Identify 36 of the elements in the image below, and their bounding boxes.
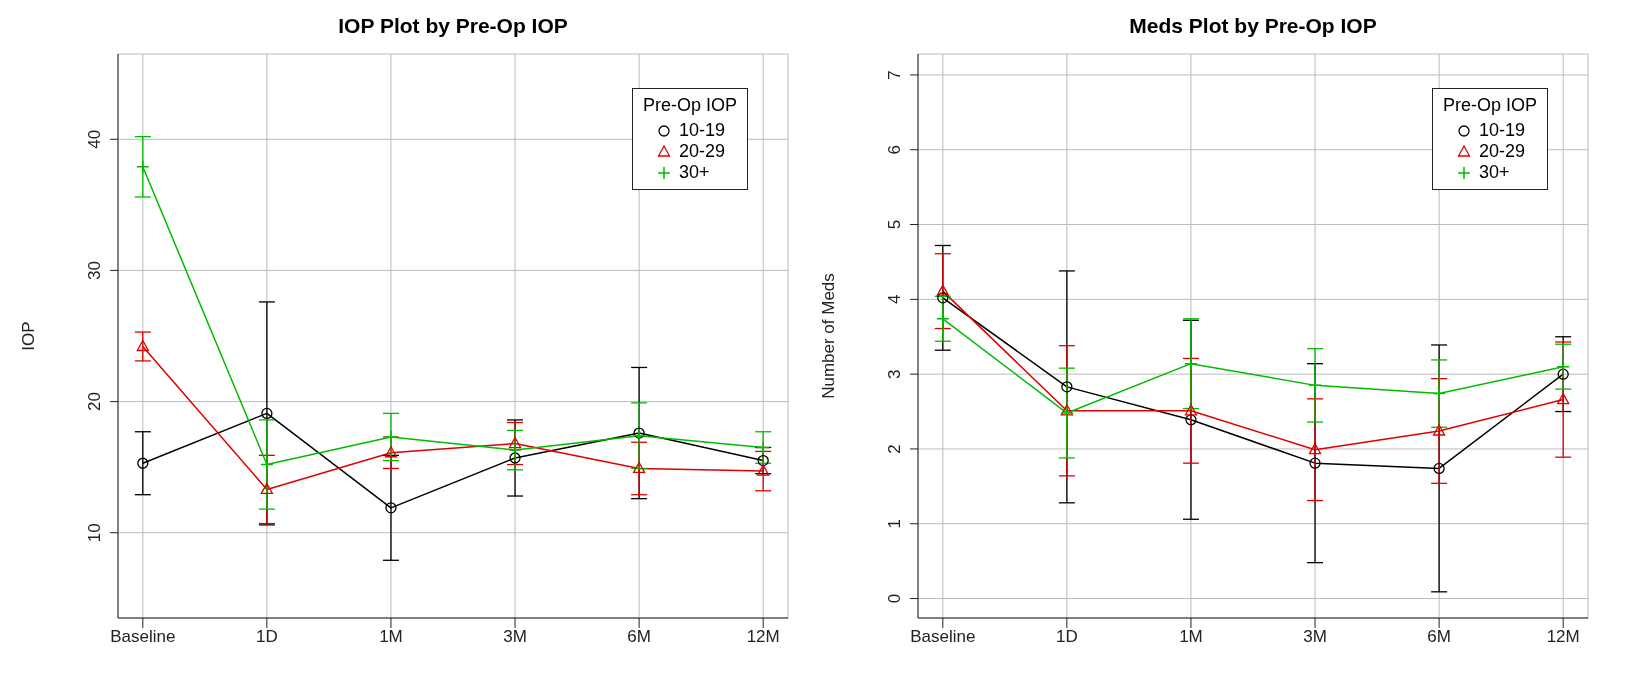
legend-label: 30+ [1478,162,1510,183]
y-tick-label: 6 [885,145,904,155]
y-tick-label: 3 [885,369,904,379]
legend-label: 30+ [678,162,710,183]
legend-label: 10-19 [1478,120,1526,141]
y-tick-label: 30 [85,260,104,280]
x-tick-label: Baseline [110,627,176,647]
y-tick-label: 4 [885,294,904,305]
legend-label: 10-19 [678,120,726,141]
x-tick-label: 12M [1546,627,1580,647]
x-tick-label: 1D [1056,627,1078,647]
x-tick-label: 1D [256,627,278,647]
y-tick-label: 0 [885,593,904,604]
legend-label: 20-29 [1478,141,1526,162]
y-tick-label: 20 [85,392,104,412]
x-tick-label: 6M [1427,627,1451,647]
x-tick-label: 3M [503,627,527,647]
y-axis-title: Number of Meds [819,273,839,399]
x-tick-label: 6M [627,627,651,647]
y-tick-label: 2 [885,444,904,454]
legend-title: Pre-Op IOP [642,95,737,116]
legend-label: 20-29 [678,141,726,162]
x-tick-label: 12M [746,627,780,647]
x-tick-label: Baseline [910,627,976,647]
y-tick-label: 5 [885,219,904,230]
y-tick-label: 40 [85,129,104,149]
y-tick-label: 10 [85,523,104,543]
x-tick-label: 1M [379,627,403,647]
chart-title: IOP Plot by Pre-Op IOP [337,13,569,39]
x-tick-label: 3M [1303,627,1327,647]
x-tick-label: 1M [1179,627,1203,647]
y-tick-label: 1 [885,519,904,529]
y-axis-title: IOP [19,321,39,351]
y-tick-label: 7 [885,70,904,80]
legend-title: Pre-Op IOP [1442,95,1537,116]
chart-title: Meds Plot by Pre-Op IOP [1128,13,1378,39]
